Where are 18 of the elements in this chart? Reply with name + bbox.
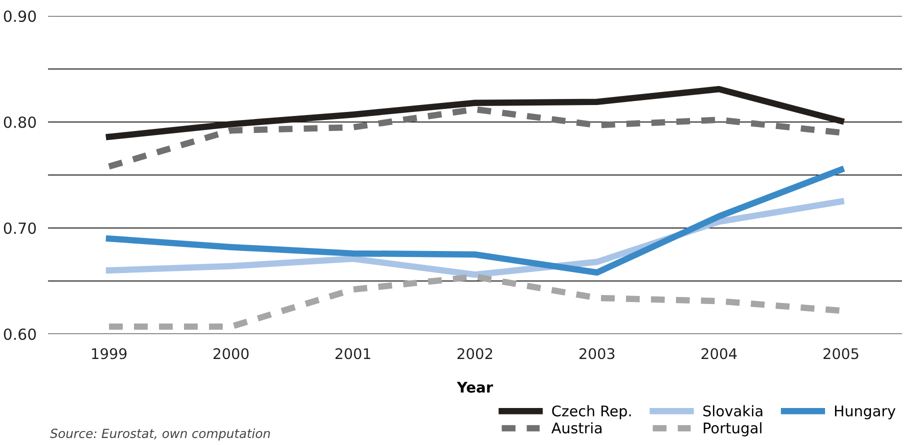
y-tick-label: 0.90 — [4, 10, 36, 22]
y-tick-label: 0.70 — [4, 222, 36, 234]
x-tick-label: 2002 — [458, 348, 492, 360]
source-note: Source: Eurostat, own computation — [50, 428, 270, 441]
x-tick-label: 2000 — [214, 348, 249, 360]
legend-label: Portugal — [704, 422, 762, 436]
x-tick-label: 2005 — [824, 348, 858, 360]
legend-label: Slovakia — [703, 405, 762, 416]
y-tick-label: 0.60 — [4, 328, 36, 340]
x-tick-label: 1999 — [92, 348, 127, 360]
legend-label: Czech Rep. — [552, 405, 631, 420]
x-tick-label: 2003 — [580, 348, 614, 360]
legend-label: Austria — [551, 422, 602, 434]
y-tick-label: 0.80 — [4, 116, 36, 128]
x-tick-label: 2004 — [702, 348, 737, 360]
x-axis-title: Year — [456, 382, 494, 393]
legend-label: Hungary — [835, 406, 896, 420]
x-tick-label: 2001 — [336, 348, 370, 360]
